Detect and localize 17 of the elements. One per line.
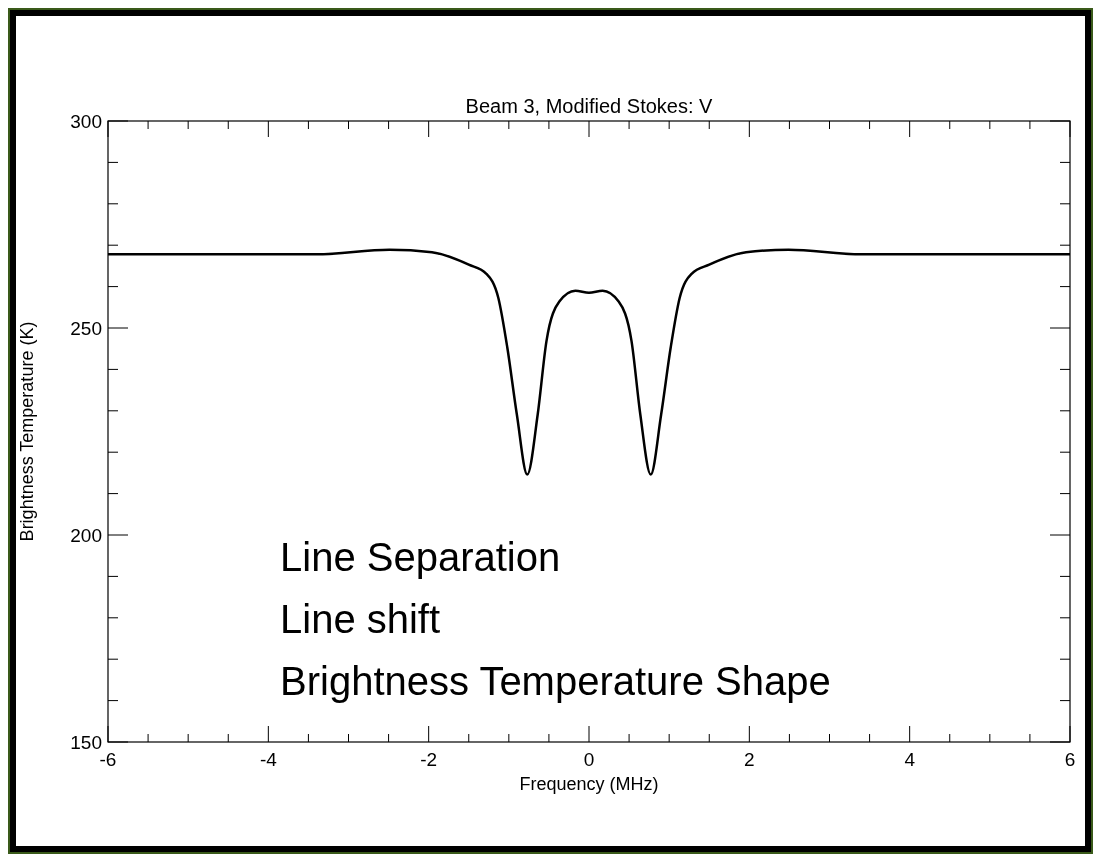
- chart-title: Beam 3, Modified Stokes: V: [465, 95, 714, 117]
- x-tick-label: 0: [583, 749, 595, 770]
- annotation: Line shift: [280, 597, 441, 641]
- y-tick-label: 300: [70, 111, 102, 132]
- y-tick-label: 250: [70, 318, 102, 339]
- x-tick-label: 2: [744, 749, 755, 770]
- annotation: Line Separation: [280, 535, 561, 579]
- x-tick-label: -2: [420, 749, 438, 770]
- x-axis-title: Frequency (MHz): [519, 774, 659, 794]
- x-tick-label: 6: [1064, 749, 1076, 770]
- x-tick-label: 4: [904, 749, 916, 770]
- x-tick-label: -4: [259, 749, 278, 770]
- y-axis-title: Brightness Temperature (K): [17, 321, 37, 542]
- x-tick-label: -6: [99, 749, 117, 770]
- y-tick-label: 200: [70, 525, 102, 546]
- y-tick-label: 150: [70, 732, 102, 753]
- annotation: Brightness Temperature Shape: [280, 659, 831, 703]
